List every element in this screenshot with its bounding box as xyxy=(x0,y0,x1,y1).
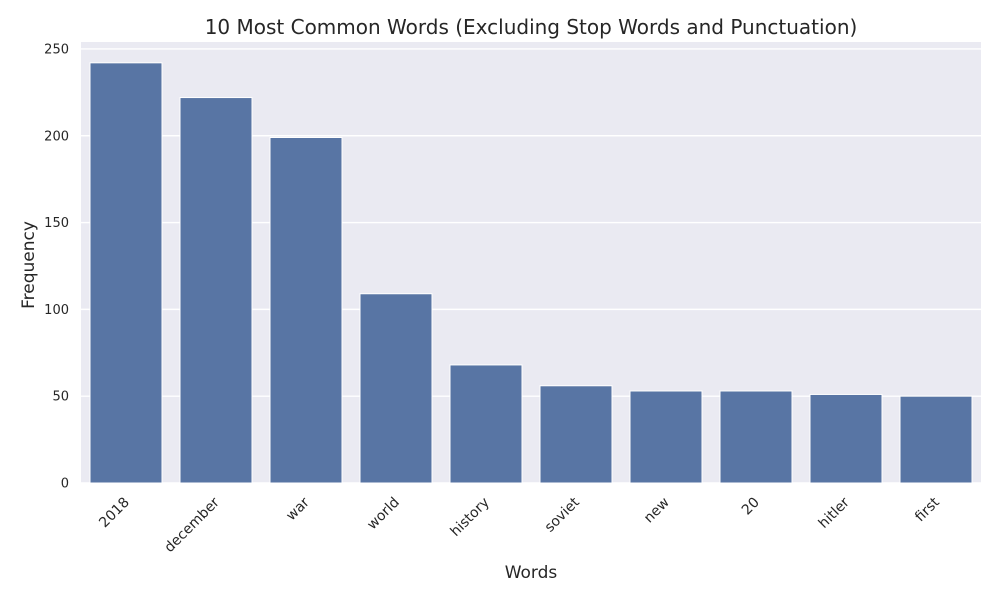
bar-world xyxy=(359,293,433,484)
bar-20 xyxy=(719,390,793,484)
x-tick-label: 2018 xyxy=(96,495,133,532)
x-tick-label: first xyxy=(912,494,943,525)
x-tick-label: new xyxy=(641,495,673,527)
y-tick-label: 150 xyxy=(44,216,69,231)
bar-war xyxy=(269,136,343,484)
y-tick-label: 100 xyxy=(44,303,69,318)
bar-soviet xyxy=(539,385,613,484)
x-tick-label: war xyxy=(283,494,313,524)
x-tick-label: soviet xyxy=(542,494,583,535)
y-axis-label: Frequency xyxy=(19,221,39,309)
chart-title: 10 Most Common Words (Excluding Stop Wor… xyxy=(205,15,858,39)
bar-december xyxy=(179,97,253,484)
bars xyxy=(89,62,973,484)
x-tick-label: 20 xyxy=(739,495,763,519)
bar-2018 xyxy=(89,62,163,484)
y-tick-label: 50 xyxy=(52,390,69,405)
x-axis-ticks: 2018 december war world history soviet new 20 hi… xyxy=(96,494,943,556)
bar-first xyxy=(899,395,973,484)
y-axis-ticks: 0 50 100 150 200 250 xyxy=(44,42,69,491)
x-axis-label: Words xyxy=(505,563,558,583)
bar-new xyxy=(629,390,703,484)
x-tick-label: december xyxy=(162,494,223,555)
y-tick-label: 250 xyxy=(44,42,69,57)
bar-hitler xyxy=(809,393,883,484)
x-tick-label: world xyxy=(364,495,403,534)
y-tick-label: 200 xyxy=(44,129,69,144)
bar-history xyxy=(449,364,523,484)
x-tick-label: hitler xyxy=(816,494,853,531)
x-tick-label: history xyxy=(447,495,492,540)
y-tick-label: 0 xyxy=(61,477,69,492)
